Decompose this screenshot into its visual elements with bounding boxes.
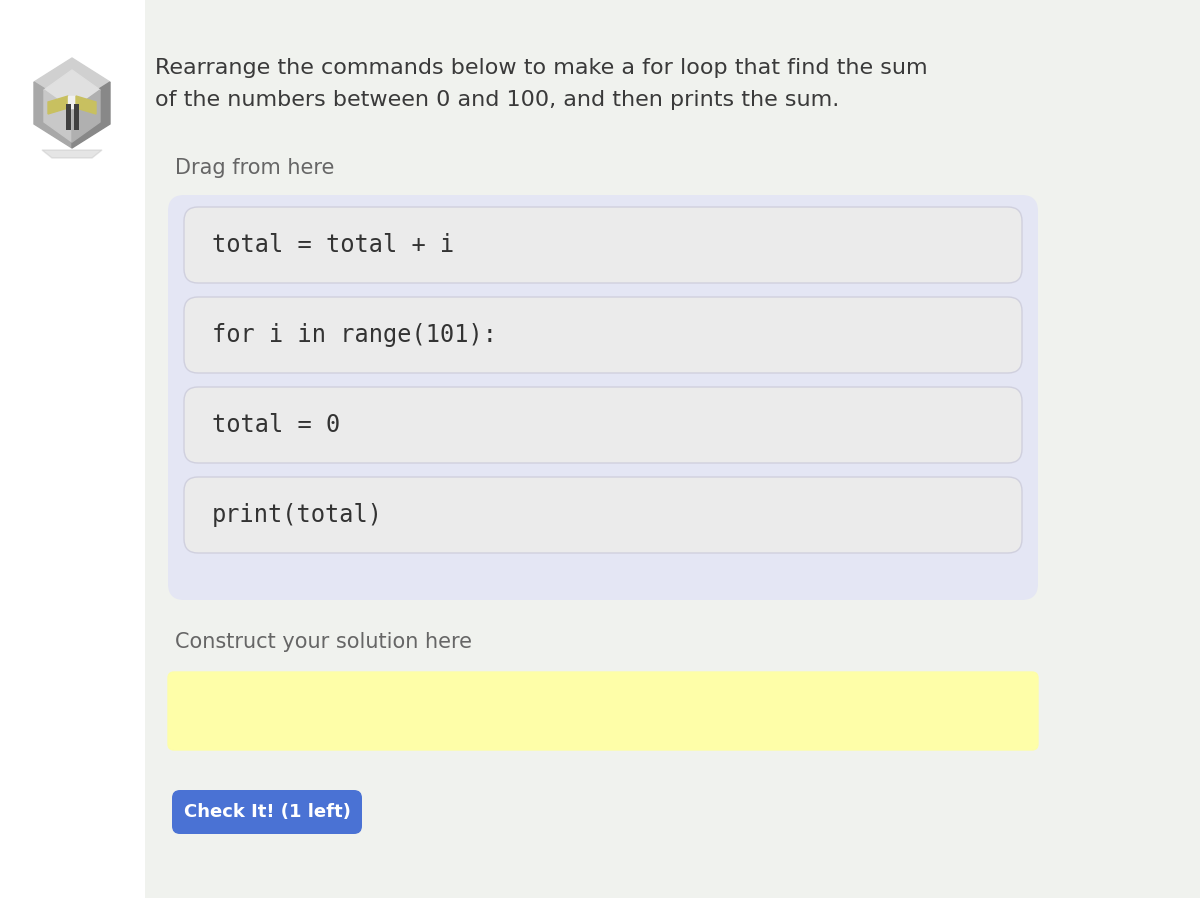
Polygon shape (72, 82, 110, 148)
Polygon shape (44, 70, 100, 110)
FancyBboxPatch shape (184, 297, 1022, 373)
Text: of the numbers between 0 and 100, and then prints the sum.: of the numbers between 0 and 100, and th… (155, 90, 839, 110)
Bar (0, 0, 145, 898)
FancyBboxPatch shape (184, 207, 1022, 283)
FancyBboxPatch shape (184, 477, 1022, 553)
Bar (74, 104, 79, 130)
Polygon shape (76, 96, 96, 114)
Text: Drag from here: Drag from here (175, 158, 335, 178)
Bar (66, 104, 71, 130)
Polygon shape (44, 90, 72, 142)
Text: total = 0: total = 0 (212, 413, 341, 437)
Text: print(total): print(total) (212, 503, 383, 527)
Text: total = total + i: total = total + i (212, 233, 455, 257)
FancyBboxPatch shape (184, 387, 1022, 463)
FancyBboxPatch shape (172, 790, 362, 834)
Polygon shape (34, 82, 72, 148)
Polygon shape (48, 96, 68, 114)
Text: for i in range(101):: for i in range(101): (212, 323, 497, 347)
Polygon shape (34, 58, 110, 106)
FancyBboxPatch shape (168, 672, 1038, 750)
Text: Rearrange the commands below to make a for loop that find the sum: Rearrange the commands below to make a f… (155, 58, 928, 78)
Polygon shape (72, 90, 100, 142)
Polygon shape (68, 96, 76, 108)
Text: Construct your solution here: Construct your solution here (175, 632, 472, 652)
Polygon shape (42, 150, 102, 158)
Text: Check It! (1 left): Check It! (1 left) (184, 803, 350, 821)
FancyBboxPatch shape (168, 195, 1038, 600)
